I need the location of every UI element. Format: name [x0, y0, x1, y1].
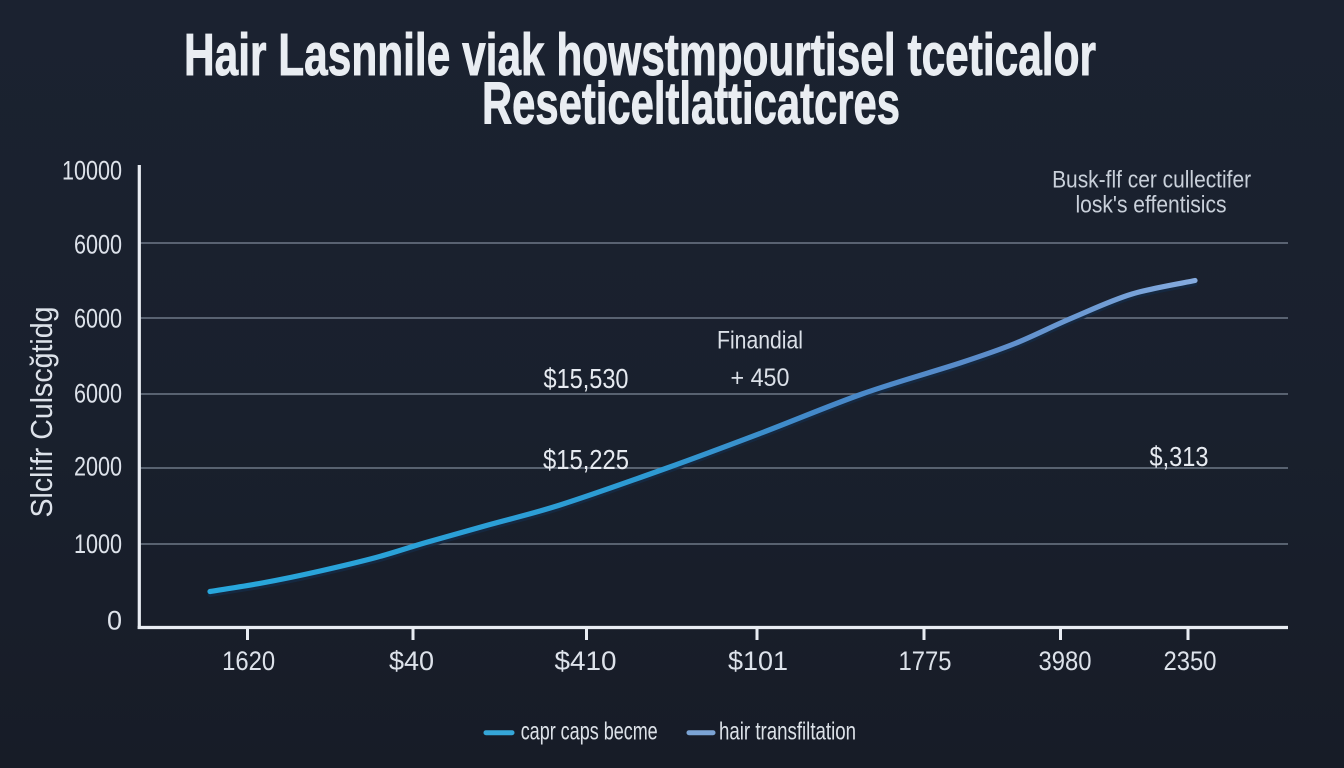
svg-text:losk's effentisics: losk's effentisics — [1076, 192, 1227, 219]
svg-text:Finandial: Finandial — [717, 327, 803, 355]
svg-text:1775: 1775 — [899, 646, 952, 676]
svg-text:capr caps becme: capr caps becme — [521, 718, 658, 746]
svg-text:2000: 2000 — [74, 451, 122, 481]
svg-text:10000: 10000 — [62, 155, 122, 185]
svg-text:6000: 6000 — [74, 378, 122, 408]
svg-text:+ 450: + 450 — [731, 364, 790, 392]
svg-text:$15,225: $15,225 — [543, 444, 629, 475]
svg-text:Slclifr Culscğtidg: Slclifr Culscğtidg — [24, 307, 59, 518]
svg-text:3980: 3980 — [1039, 646, 1092, 676]
svg-text:$410: $410 — [555, 646, 617, 676]
svg-text:$15,530: $15,530 — [544, 363, 629, 394]
svg-text:hair transfiltation: hair transfiltation — [719, 718, 856, 746]
svg-text:6000: 6000 — [74, 229, 122, 259]
svg-text:1620: 1620 — [222, 646, 275, 676]
svg-text:$,313: $,313 — [1150, 441, 1209, 472]
svg-text:0: 0 — [107, 605, 122, 635]
svg-text:2350: 2350 — [1164, 646, 1217, 676]
svg-text:Reseticeltlatticatcres: Reseticeltlatticatcres — [482, 71, 900, 137]
svg-text:1000: 1000 — [74, 529, 122, 559]
svg-text:$40: $40 — [389, 646, 434, 676]
svg-text:Busk-flf cer cullectifer: Busk-flf cer cullectifer — [1052, 167, 1251, 194]
svg-text:Hair Lasnnile viak howstmpourt: Hair Lasnnile viak howstmpourtisel tceti… — [184, 22, 1096, 88]
svg-text:$101: $101 — [728, 646, 788, 676]
svg-text:6000: 6000 — [74, 303, 122, 333]
